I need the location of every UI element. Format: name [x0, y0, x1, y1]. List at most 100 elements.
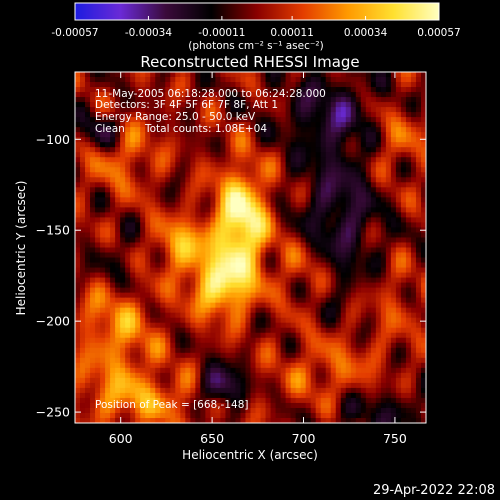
- heatmap-cell: [95, 302, 101, 309]
- heatmap-cell: [285, 257, 292, 264]
- heatmap-cell: [205, 207, 211, 213]
- heatmap-cell: [235, 292, 242, 299]
- heatmap-cell: [235, 147, 242, 153]
- heatmap-cell: [190, 412, 196, 419]
- heatmap-cell: [220, 217, 227, 224]
- heatmap-cell: [175, 277, 181, 284]
- heatmap-cell: [360, 102, 367, 108]
- heatmap-cell: [275, 92, 282, 98]
- heatmap-cell: [260, 292, 267, 299]
- heatmap-cell: [180, 117, 186, 123]
- heatmap-cell: [265, 157, 272, 163]
- heatmap-cell: [290, 367, 297, 374]
- heatmap-cell: [190, 92, 196, 98]
- heatmap-cell: [365, 82, 372, 88]
- heatmap-cell: [215, 392, 222, 399]
- heatmap-cell: [275, 352, 282, 359]
- heatmap-cell: [350, 377, 357, 384]
- heatmap-cell: [170, 312, 176, 319]
- heatmap-cell: [375, 122, 382, 128]
- heatmap-cell: [415, 262, 422, 269]
- heatmap-cell: [135, 227, 141, 234]
- heatmap-cell: [160, 212, 166, 219]
- heatmap-cell: [330, 177, 337, 183]
- heatmap-cell: [380, 77, 387, 83]
- heatmap-cell: [285, 267, 292, 274]
- heatmap-cell: [135, 137, 141, 143]
- heatmap-cell: [230, 322, 237, 329]
- heatmap-cell: [125, 367, 131, 374]
- heatmap-cell: [295, 287, 302, 294]
- heatmap-cell: [295, 387, 302, 394]
- heatmap-cell: [115, 232, 121, 239]
- heatmap-cell: [290, 257, 297, 264]
- heatmap-cell: [300, 412, 307, 419]
- heatmap-cell: [290, 412, 297, 419]
- heatmap-cell: [405, 212, 412, 219]
- heatmap-cell: [145, 247, 151, 254]
- heatmap-cell: [400, 82, 407, 88]
- heatmap-cell: [335, 262, 342, 269]
- heatmap-cell: [270, 227, 277, 234]
- heatmap-cell: [270, 357, 277, 364]
- heatmap-cell: [335, 217, 342, 224]
- heatmap-cell: [150, 387, 156, 394]
- heatmap-cell: [390, 297, 397, 304]
- heatmap-cell: [140, 97, 146, 103]
- heatmap-cell: [325, 242, 332, 249]
- heatmap-cell: [240, 352, 247, 359]
- heatmap-cell: [260, 197, 267, 203]
- heatmap-cell: [220, 257, 227, 264]
- heatmap-cell: [240, 207, 247, 213]
- heatmap-cell: [285, 72, 292, 78]
- heatmap-cell: [230, 327, 237, 334]
- heatmap-cell: [165, 407, 171, 414]
- heatmap-cell: [255, 277, 262, 284]
- heatmap-cell: [410, 182, 417, 188]
- heatmap-cell: [130, 352, 136, 359]
- heatmap-cell: [80, 312, 86, 319]
- heatmap-cell: [370, 202, 377, 208]
- heatmap-cell: [240, 242, 247, 249]
- heatmap-cell: [100, 172, 106, 178]
- heatmap-cell: [195, 77, 201, 83]
- heatmap-cell: [215, 112, 222, 118]
- heatmap-cell: [315, 232, 322, 239]
- heatmap-cell: [310, 252, 317, 259]
- heatmap-cell: [405, 397, 412, 404]
- heatmap-cell: [260, 337, 267, 344]
- heatmap-cell: [230, 247, 237, 254]
- heatmap-cell: [335, 187, 342, 193]
- heatmap-cell: [215, 312, 222, 319]
- heatmap-cell: [255, 262, 262, 269]
- heatmap-cell: [225, 137, 232, 143]
- heatmap-cell: [260, 207, 267, 213]
- heatmap-cell: [300, 217, 307, 224]
- heatmap-cell: [295, 257, 302, 264]
- heatmap-cell: [325, 117, 332, 123]
- heatmap-cell: [160, 332, 166, 339]
- heatmap-cell: [280, 77, 287, 83]
- heatmap-cell: [420, 277, 426, 284]
- heatmap-cell: [105, 217, 111, 224]
- heatmap-cell: [80, 82, 86, 88]
- heatmap-cell: [415, 257, 422, 264]
- heatmap-cell: [260, 357, 267, 364]
- heatmap-cell: [380, 152, 387, 158]
- heatmap-cell: [190, 172, 196, 178]
- heatmap-cell: [370, 102, 377, 108]
- y-tick-label: −100: [36, 132, 70, 147]
- heatmap-cell: [230, 157, 237, 163]
- heatmap-cell: [125, 197, 131, 203]
- heatmap-cell: [100, 392, 106, 399]
- heatmap-cell: [170, 237, 176, 244]
- heatmap-cell: [210, 372, 216, 379]
- heatmap-cell: [85, 312, 91, 319]
- heatmap-cell: [370, 402, 377, 409]
- heatmap-cell: [225, 332, 232, 339]
- heatmap-cell: [420, 167, 426, 173]
- heatmap-cell: [385, 267, 392, 274]
- heatmap-cell: [395, 167, 402, 173]
- heatmap-cell: [255, 217, 262, 224]
- heatmap-cell: [170, 322, 176, 329]
